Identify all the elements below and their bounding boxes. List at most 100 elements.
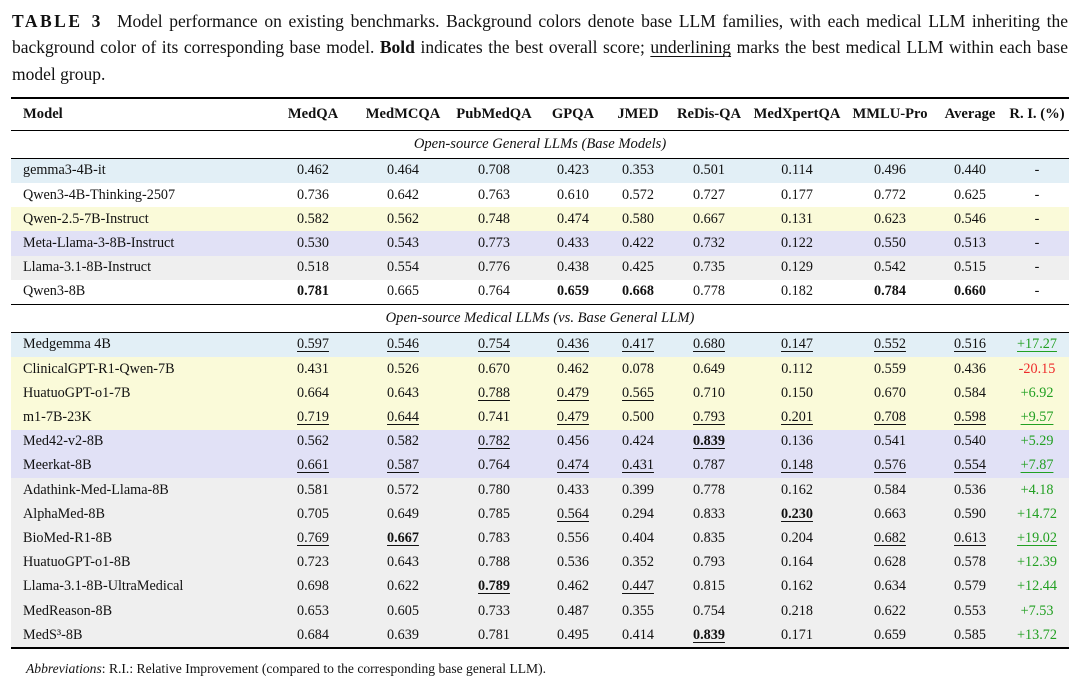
score-cell: 0.684 <box>269 623 357 648</box>
table-row: Adathink-Med-Llama-8B 0.581 0.572 0.780 0.43… <box>11 478 1069 503</box>
score-value: 0.668 <box>622 283 654 300</box>
score-cell: 0.708 <box>845 405 935 429</box>
score-value: 0.129 <box>781 259 813 276</box>
score-value: 0.218 <box>781 602 813 619</box>
score-cell: 0.218 <box>749 599 845 623</box>
score-cell: 0.642 <box>357 183 449 207</box>
score-cell: - <box>1005 256 1069 280</box>
score-cell: 0.496 <box>845 158 935 183</box>
score-cell: 0.147 <box>749 332 845 357</box>
score-value: 0.732 <box>693 234 725 251</box>
column-header: JMED <box>617 105 659 122</box>
table-row: Med42-v2-8B 0.562 0.582 0.782 0.456 0.424 0.83… <box>11 429 1069 454</box>
score-cell: 0.462 <box>539 357 607 381</box>
score-value: 0.162 <box>781 578 813 595</box>
score-cell: 0.436 <box>935 357 1005 381</box>
score-cell: 0.783 <box>449 526 539 550</box>
score-cell: 0.171 <box>749 623 845 648</box>
score-value: 0.150 <box>781 384 813 401</box>
score-cell: 0.584 <box>845 478 935 502</box>
score-value: 0.698 <box>297 578 329 595</box>
score-value: 0.474 <box>557 457 589 474</box>
score-value: 0.748 <box>478 210 510 227</box>
score-value: 0.352 <box>622 554 654 571</box>
model-name: Meerkat-8B <box>23 457 92 474</box>
score-cell: 0.515 <box>935 256 1005 280</box>
score-cell: 0.815 <box>669 575 749 599</box>
score-cell: 0.518 <box>269 256 357 280</box>
score-cell: 0.552 <box>845 332 935 357</box>
score-value: 0.462 <box>557 360 589 377</box>
score-value: 0.078 <box>622 360 654 377</box>
score-cell: - <box>1005 280 1069 305</box>
score-cell: 0.793 <box>669 551 749 575</box>
score-value: 0.433 <box>557 481 589 498</box>
score-value: 0.559 <box>874 360 906 377</box>
score-cell: 0.572 <box>607 183 669 207</box>
column-header: Model <box>23 105 63 122</box>
score-value: 0.788 <box>478 554 510 571</box>
score-value: - <box>1034 210 1040 227</box>
table-row: gemma3-4B-it 0.462 0.464 0.708 0.423 0.353 0.5… <box>11 158 1069 183</box>
score-cell: 0.136 <box>749 430 845 454</box>
score-value: 0.552 <box>874 336 906 353</box>
table-row: MedS³-8B 0.684 0.639 0.781 0.495 0.414 0.839 0.… <box>11 623 1069 649</box>
score-value: 0.171 <box>781 626 813 643</box>
score-cell: 0.540 <box>935 430 1005 454</box>
score-cell: 0.501 <box>669 158 749 183</box>
score-value: 0.763 <box>478 186 510 203</box>
score-cell: +7.87 <box>1005 454 1069 478</box>
section-title: Open-source Medical LLMs (vs. Base Gener… <box>11 304 1069 333</box>
score-cell: 0.424 <box>607 430 669 454</box>
score-value: 0.542 <box>874 259 906 276</box>
score-cell: 0.660 <box>935 280 1005 305</box>
score-value: 0.177 <box>781 186 813 203</box>
score-cell: 0.698 <box>269 575 357 599</box>
score-cell: 0.741 <box>449 405 539 429</box>
score-value: 0.680 <box>693 336 725 353</box>
score-value: 0.623 <box>874 210 906 227</box>
score-cell: 0.542 <box>845 256 935 280</box>
score-cell: 0.129 <box>749 256 845 280</box>
table-row: HuatuoGPT-o1-8B 0.723 0.643 0.788 0.536 0.352… <box>11 550 1069 575</box>
score-cell: 0.431 <box>269 357 357 381</box>
score-cell: 0.440 <box>935 158 1005 183</box>
score-cell: 0.541 <box>845 430 935 454</box>
column-header: GPQA <box>551 105 595 122</box>
score-cell: 0.162 <box>749 478 845 502</box>
score-value: 0.839 <box>693 626 725 643</box>
footnote-label: Abbreviations <box>26 661 102 677</box>
score-value: 0.536 <box>557 554 589 571</box>
score-cell: 0.565 <box>607 381 669 405</box>
score-value: 0.735 <box>693 259 725 276</box>
caption-bold-word: Bold <box>379 37 415 58</box>
score-value: 0.436 <box>954 360 986 377</box>
score-value: 0.582 <box>297 210 329 227</box>
score-cell: 0.582 <box>269 207 357 231</box>
score-cell: 0.112 <box>749 357 845 381</box>
score-cell: 0.479 <box>539 381 607 405</box>
score-value: +6.92 <box>1020 384 1054 401</box>
score-cell: 0.353 <box>607 158 669 183</box>
score-value: +5.29 <box>1020 433 1054 450</box>
model-name: Llama-3.1-8B-UltraMedical <box>23 578 184 595</box>
score-value: 0.682 <box>874 529 906 546</box>
score-value: 0.438 <box>557 259 589 276</box>
score-value: 0.433 <box>557 234 589 251</box>
score-cell: 0.598 <box>935 405 1005 429</box>
score-cell: 0.433 <box>539 478 607 502</box>
table-row: Meta-Llama-3-8B-Instruct 0.530 0.543 0.773 0… <box>11 231 1069 256</box>
score-value: 0.550 <box>874 234 906 251</box>
model-name: Qwen-2.5-7B-Instruct <box>23 210 149 227</box>
table-caption: TABLE 3 Model performance on existing ben… <box>12 8 1068 87</box>
score-cell: 0.553 <box>935 599 1005 623</box>
caption-text-3: marks the best medical LLM within each b… <box>12 37 1068 84</box>
score-value: 0.423 <box>557 162 589 179</box>
score-cell: 0.613 <box>935 526 1005 550</box>
score-value: +12.39 <box>1017 554 1057 571</box>
score-cell: 0.764 <box>449 280 539 305</box>
score-cell: 0.464 <box>357 158 449 183</box>
score-cell: 0.772 <box>845 183 935 207</box>
score-value: +19.02 <box>1017 529 1057 546</box>
score-value: 0.659 <box>557 283 589 300</box>
